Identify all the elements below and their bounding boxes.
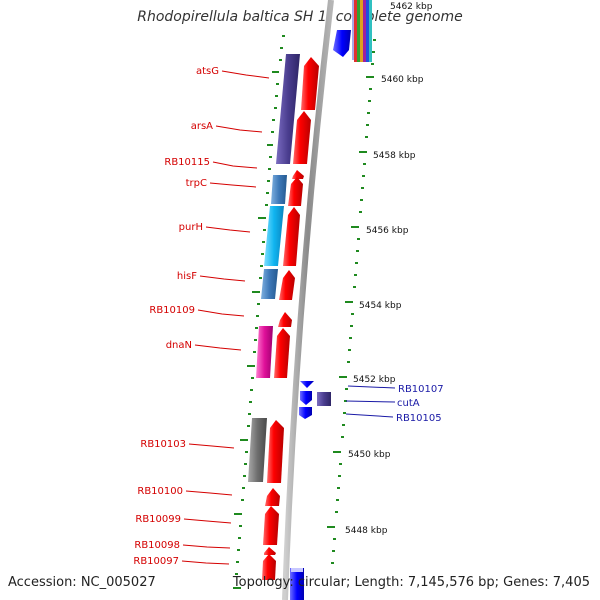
gene-arrow-RB10105 [299,407,312,419]
gene-label[interactable]: RB10097 [133,556,179,567]
gene-label[interactable]: RB10098 [134,540,180,551]
kbp-label: 5460 kbp [381,75,424,85]
genome-backbone [282,0,334,600]
gene-arrow-trpC [288,177,303,206]
gene-bar-atsG [276,54,300,164]
gene-arrow-RB10107 [300,381,314,388]
top-cropped-features [333,0,372,62]
gene-arrow-RB10097 [262,554,276,580]
gene-arrow-dnaN [274,328,290,378]
gene-bar-trpC [271,175,287,204]
gene-arrow-RB10100 [265,488,280,506]
gene-label[interactable]: RB10100 [137,486,183,497]
gene-bar-hisF [261,269,278,299]
kbp-label: 5458 kbp [373,151,416,161]
right-leader-lines [345,385,396,418]
left-gene-labels: atsG arsA RB10115 trpC purH hisF RB10109… [133,66,219,567]
gene-label[interactable]: RB10107 [398,384,444,395]
right-gene-labels: RB10107 cutA RB10105 [396,384,444,424]
kbp-label: 5454 kbp [359,301,402,311]
gene-label[interactable]: trpC [186,178,207,189]
gene-arrow-purH [283,207,300,266]
gene-bottom-cropped [290,568,304,600]
gene-arrow-arsA [293,111,311,164]
gene-label[interactable]: RB10099 [135,514,181,525]
left-leader-lines [181,70,270,565]
kbp-label: 5452 kbp [353,375,396,385]
gene-bar-cutA [317,392,331,406]
gene-label[interactable]: dnaN [166,340,192,351]
gene-arrow-atsG [301,57,319,110]
gene-label[interactable]: RB10109 [149,305,195,316]
gene-arrow-RB10103 [267,420,284,483]
forward-genes [262,57,319,600]
gene-bar-RB10103 [248,418,267,482]
gene-arrow-RB10099 [263,506,279,545]
gene-arrow-RB10115 [292,170,304,179]
gene-label[interactable]: cutA [397,398,420,409]
gene-bar-purH [264,206,284,266]
gene-arrow-hisF [279,270,295,300]
gene-label[interactable]: RB10103 [140,439,186,450]
gene-label[interactable]: hisF [177,271,197,282]
gene-label[interactable]: atsG [196,66,219,77]
outer-tick-track [327,39,376,564]
gene-arrow-RB10109 [278,312,292,327]
gene-label[interactable]: purH [179,222,203,233]
category-bars [248,54,300,482]
gene-arrow-RB10098 [264,547,276,555]
topology-text: Topology: circular; Length: 7,145,576 bp… [232,575,590,590]
map-title: Rhodopirellula baltica SH 1, complete ge… [137,9,463,25]
gene-bar-dnaN [256,326,273,378]
reverse-genes [299,381,331,419]
kbp-label: 5448 kbp [345,526,388,536]
kbp-label: 5450 kbp [348,450,391,460]
kbp-label: 5456 kbp [366,226,409,236]
kbp-axis-labels: 5462 kbp 5460 kbp 5458 kbp 5456 kbp 5454… [345,2,433,536]
gene-label[interactable]: arsA [191,121,213,132]
kbp-label: 5462 kbp [390,2,433,12]
inner-tick-track [233,35,285,589]
accession-text: Accession: NC_005027 [8,575,156,590]
gene-label[interactable]: RB10105 [396,413,442,424]
gene-arrow-cutA [300,391,312,405]
gene-label[interactable]: RB10115 [164,157,210,168]
